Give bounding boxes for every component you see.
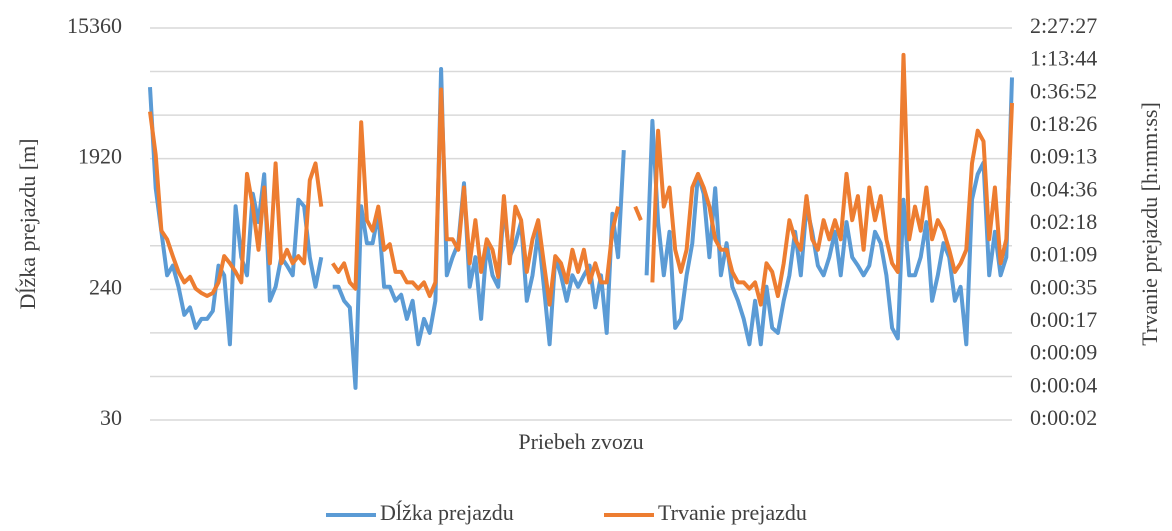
y2-tick-label: 0:01:09 xyxy=(1030,242,1097,267)
y2-tick-label: 0:00:17 xyxy=(1030,307,1097,332)
y2-tick-label: 0:18:26 xyxy=(1030,111,1097,136)
legend-label: Trvanie prejazdu xyxy=(658,500,807,525)
y2-tick-label: 0:00:35 xyxy=(1030,274,1097,299)
y2-tick-label: 0:02:18 xyxy=(1030,209,1097,234)
y-tick-label: 1920 xyxy=(78,144,122,169)
y2-tick-label: 0:00:09 xyxy=(1030,340,1097,365)
series-line xyxy=(148,52,1014,307)
y2-tick-label: 1:13:44 xyxy=(1030,46,1097,71)
y2-tick-label: 0:09:13 xyxy=(1030,144,1097,169)
y-tick-label: 30 xyxy=(100,405,122,430)
y-tick-label: 15360 xyxy=(67,13,122,38)
y2-axis-label: Trvanie prejazdu [h:mm:ss] xyxy=(1137,102,1162,346)
y2-tick-label: 0:00:04 xyxy=(1030,372,1097,397)
y2-tick-label: 0:36:52 xyxy=(1030,78,1097,103)
y-tick-label: 240 xyxy=(89,274,122,299)
series-line xyxy=(148,67,1014,390)
y-axis-label: Dĺžka prejazdu [m] xyxy=(15,138,40,309)
y2-tick-label: 2:27:27 xyxy=(1030,13,1097,38)
y2-tick-label: 0:04:36 xyxy=(1030,176,1097,201)
legend-label: Dĺžka prejazdu xyxy=(380,500,514,525)
x-axis-label: Priebeh zvozu xyxy=(518,429,643,454)
y2-tick-label: 0:00:02 xyxy=(1030,405,1097,430)
